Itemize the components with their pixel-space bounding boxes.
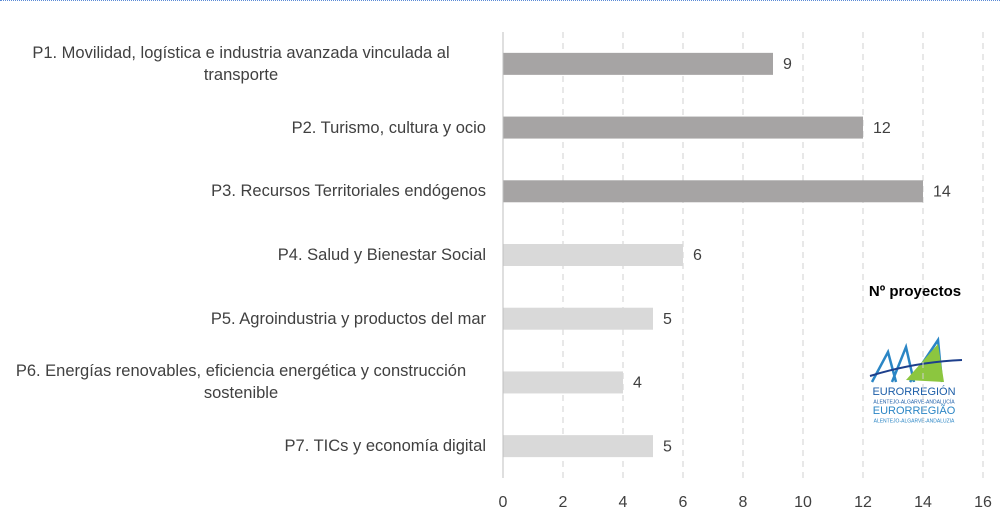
category-label: P1. Movilidad, logística e industria ava… <box>0 42 486 86</box>
category-text: P5. Agroindustria y productos del mar <box>210 309 486 328</box>
bar <box>503 116 863 139</box>
x-tick-label: 4 <box>619 494 628 511</box>
logo: EURORREGIÓN ALENTEJO-ALGARVE-ANDALUCÍA E… <box>869 336 963 424</box>
category-text: P1. Movilidad, logística e industria ava… <box>32 43 450 84</box>
value-label: 12 <box>873 120 891 137</box>
value-label: 9 <box>783 56 792 73</box>
category-text: P6. Energías renovables, eficiencia ener… <box>15 362 467 403</box>
logo-mark <box>869 359 963 377</box>
bar <box>503 180 923 203</box>
logo-text: EURORREGIÃO <box>873 404 956 417</box>
logo-text: ALENTEJO-ALGARVE-ANDALUCÍA <box>873 398 955 405</box>
bar <box>503 307 653 330</box>
x-tick-label: 16 <box>974 494 992 511</box>
top-border <box>0 0 1000 1</box>
bar <box>503 371 623 394</box>
bar <box>503 244 683 266</box>
category-label: P4. Salud y Bienestar Social <box>0 244 486 266</box>
x-tick-label: 6 <box>679 494 688 511</box>
value-label: 6 <box>693 247 702 264</box>
category-text: P7. TICs y economía digital <box>284 437 486 456</box>
x-tick-label: 14 <box>914 494 932 511</box>
x-tick-label: 12 <box>854 494 872 511</box>
category-label: P3. Recursos Territoriales endógenos <box>0 180 486 202</box>
value-label: 5 <box>663 311 672 328</box>
category-label: P2. Turismo, cultura y ocio <box>0 117 486 139</box>
logo-text: EURORREGIÓN <box>872 385 955 398</box>
category-label: P7. TICs y economía digital <box>0 435 486 457</box>
x-tick-label: 2 <box>559 494 568 511</box>
bar <box>503 52 773 75</box>
x-tick-label: 10 <box>794 494 812 511</box>
value-label: 5 <box>663 438 672 455</box>
category-text: P4. Salud y Bienestar Social <box>277 246 486 264</box>
x-tick-label: 0 <box>499 494 508 511</box>
bar <box>503 435 653 458</box>
category-text: P2. Turismo, cultura y ocio <box>291 118 486 137</box>
value-label: 14 <box>933 184 951 201</box>
category-text: P3. Recursos Territoriales endógenos <box>211 182 486 201</box>
x-tick-label: 8 <box>739 494 748 511</box>
annotation: Nº proyectos <box>869 283 961 300</box>
logo-text: ALENTEJO-ALGARVE-ANDALUZIA <box>874 418 955 424</box>
category-label: P6. Energías renovables, eficiencia ener… <box>0 360 486 404</box>
value-label: 4 <box>633 375 642 392</box>
category-label: P5. Agroindustria y productos del mar <box>0 308 486 330</box>
